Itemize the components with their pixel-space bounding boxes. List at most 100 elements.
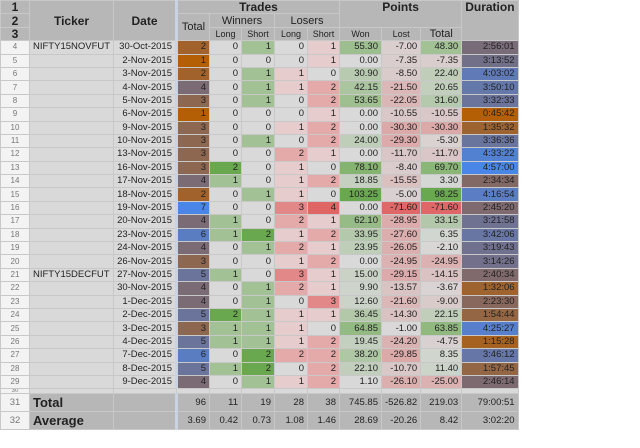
summary-value[interactable]: 3.69 bbox=[174, 411, 210, 431]
won-cell[interactable]: 15.00 bbox=[338, 267, 382, 283]
summary-value[interactable]: 28 bbox=[273, 393, 308, 413]
won-cell[interactable]: 24.00 bbox=[338, 133, 382, 149]
losers-short-cell[interactable]: 2 bbox=[306, 133, 340, 149]
points-total-cell[interactable]: -24.95 bbox=[420, 254, 463, 269]
summary-value[interactable]: 19 bbox=[240, 393, 275, 413]
row-number[interactable]: 2 bbox=[0, 13, 30, 28]
lost-cell[interactable]: -27.60 bbox=[380, 227, 422, 243]
header-lost[interactable]: Lost bbox=[380, 26, 422, 42]
won-cell[interactable]: 38.20 bbox=[338, 348, 382, 363]
trades-total-cell[interactable]: 4 bbox=[174, 281, 210, 296]
row-number[interactable]: 27 bbox=[0, 348, 30, 363]
won-cell[interactable]: 0.00 bbox=[338, 120, 382, 135]
points-total-cell[interactable]: -14.15 bbox=[420, 267, 463, 283]
winners-long-cell[interactable]: 0 bbox=[208, 241, 242, 256]
winners-long-cell[interactable]: 0 bbox=[208, 93, 242, 109]
header-points[interactable]: Points bbox=[338, 0, 463, 28]
winners-short-cell[interactable]: 0 bbox=[240, 254, 275, 269]
winners-short-cell[interactable]: 1 bbox=[240, 187, 275, 202]
duration-cell[interactable]: 4:25:27 bbox=[461, 321, 519, 336]
winners-long-cell[interactable]: 1 bbox=[208, 227, 242, 243]
won-cell[interactable]: 0.00 bbox=[338, 254, 382, 269]
winners-short-cell[interactable]: 1 bbox=[240, 334, 275, 350]
won-cell[interactable]: 64.85 bbox=[338, 321, 382, 336]
header-losers-long[interactable]: Long bbox=[273, 26, 308, 42]
losers-long-cell[interactable]: 1 bbox=[273, 120, 308, 135]
won-cell[interactable]: 18.85 bbox=[338, 174, 382, 189]
losers-long-cell[interactable]: 1 bbox=[273, 307, 308, 323]
empty-cell[interactable] bbox=[113, 411, 177, 431]
ticker-cell[interactable] bbox=[28, 361, 115, 376]
points-total-cell[interactable]: -11.70 bbox=[420, 147, 463, 162]
losers-long-cell[interactable]: 2 bbox=[273, 281, 308, 296]
points-total-cell[interactable]: 69.70 bbox=[420, 160, 463, 176]
losers-short-cell[interactable]: 2 bbox=[306, 80, 340, 95]
ticker-cell[interactable] bbox=[28, 334, 115, 350]
date-cell[interactable]: 17-Nov-2015 bbox=[113, 174, 177, 189]
winners-short-cell[interactable]: 1 bbox=[240, 321, 275, 336]
ticker-cell[interactable] bbox=[28, 160, 115, 176]
lost-cell[interactable]: -29.15 bbox=[380, 267, 422, 283]
ticker-cell[interactable] bbox=[28, 66, 115, 82]
duration-cell[interactable]: 2:40:34 bbox=[461, 267, 519, 283]
ticker-cell[interactable] bbox=[28, 321, 115, 336]
duration-cell[interactable]: 3:42:06 bbox=[461, 227, 519, 243]
row-number[interactable]: 9 bbox=[0, 107, 30, 122]
winners-short-cell[interactable]: 0 bbox=[240, 214, 275, 229]
winners-long-cell[interactable]: 0 bbox=[208, 254, 242, 269]
date-cell[interactable]: 18-Nov-2015 bbox=[113, 187, 177, 202]
ticker-cell[interactable] bbox=[28, 254, 115, 269]
points-total-cell[interactable]: 3.30 bbox=[420, 174, 463, 189]
ticker-cell[interactable]: NIFTY15NOVFUT bbox=[28, 40, 115, 55]
losers-short-cell[interactable]: 1 bbox=[306, 267, 340, 283]
summary-value[interactable]: 3:02:20 bbox=[461, 411, 519, 431]
winners-short-cell[interactable]: 0 bbox=[240, 200, 275, 216]
header-losers[interactable]: Losers bbox=[273, 13, 340, 28]
date-cell[interactable]: 1-Dec-2015 bbox=[113, 294, 177, 309]
points-total-cell[interactable]: -71.60 bbox=[420, 200, 463, 216]
winners-short-cell[interactable]: 0 bbox=[240, 174, 275, 189]
winners-short-cell[interactable]: 2 bbox=[240, 348, 275, 363]
losers-long-cell[interactable]: 1 bbox=[273, 187, 308, 202]
row-number[interactable]: 19 bbox=[0, 241, 30, 256]
won-cell[interactable]: 36.45 bbox=[338, 307, 382, 323]
trades-total-cell[interactable]: 3 bbox=[174, 120, 210, 135]
lost-cell[interactable]: -10.70 bbox=[380, 361, 422, 376]
duration-cell[interactable]: 4:03:02 bbox=[461, 66, 519, 82]
header-winners-short[interactable]: Short bbox=[240, 26, 275, 42]
summary-value[interactable]: 1.46 bbox=[306, 411, 340, 431]
losers-long-cell[interactable]: 2 bbox=[273, 214, 308, 229]
losers-short-cell[interactable]: 2 bbox=[306, 361, 340, 376]
summary-value[interactable]: 28.69 bbox=[338, 411, 382, 431]
winners-short-cell[interactable]: 0 bbox=[240, 53, 275, 68]
header-won[interactable]: Won bbox=[338, 26, 382, 42]
won-cell[interactable]: 0.00 bbox=[338, 107, 382, 122]
row-number[interactable]: 24 bbox=[0, 307, 30, 323]
losers-short-cell[interactable]: 2 bbox=[306, 120, 340, 135]
losers-long-cell[interactable]: 1 bbox=[273, 254, 308, 269]
header-winners[interactable]: Winners bbox=[208, 13, 275, 28]
trades-total-cell[interactable]: 3 bbox=[174, 93, 210, 109]
trades-total-cell[interactable]: 4 bbox=[174, 214, 210, 229]
ticker-cell[interactable] bbox=[28, 147, 115, 162]
row-number[interactable]: 26 bbox=[0, 334, 30, 350]
ticker-cell[interactable] bbox=[28, 120, 115, 135]
won-cell[interactable]: 33.95 bbox=[338, 227, 382, 243]
summary-value[interactable]: 38 bbox=[306, 393, 340, 413]
losers-short-cell[interactable]: 2 bbox=[306, 174, 340, 189]
row-number[interactable]: 31 bbox=[0, 393, 30, 413]
lost-cell[interactable]: -22.05 bbox=[380, 93, 422, 109]
duration-cell[interactable]: 3:36:36 bbox=[461, 133, 519, 149]
date-cell[interactable]: 9-Dec-2015 bbox=[113, 374, 177, 390]
points-total-cell[interactable]: -9.00 bbox=[420, 294, 463, 309]
losers-short-cell[interactable]: 2 bbox=[306, 334, 340, 350]
duration-cell[interactable]: 3:46:12 bbox=[461, 348, 519, 363]
lost-cell[interactable]: -29.85 bbox=[380, 348, 422, 363]
row-number[interactable]: 15 bbox=[0, 187, 30, 202]
points-total-cell[interactable]: 48.30 bbox=[420, 40, 463, 55]
losers-short-cell[interactable]: 1 bbox=[306, 307, 340, 323]
date-cell[interactable]: 26-Nov-2015 bbox=[113, 254, 177, 269]
losers-short-cell[interactable]: 3 bbox=[306, 294, 340, 309]
summary-value[interactable]: 0.73 bbox=[240, 411, 275, 431]
duration-cell[interactable]: 1:32:06 bbox=[461, 281, 519, 296]
